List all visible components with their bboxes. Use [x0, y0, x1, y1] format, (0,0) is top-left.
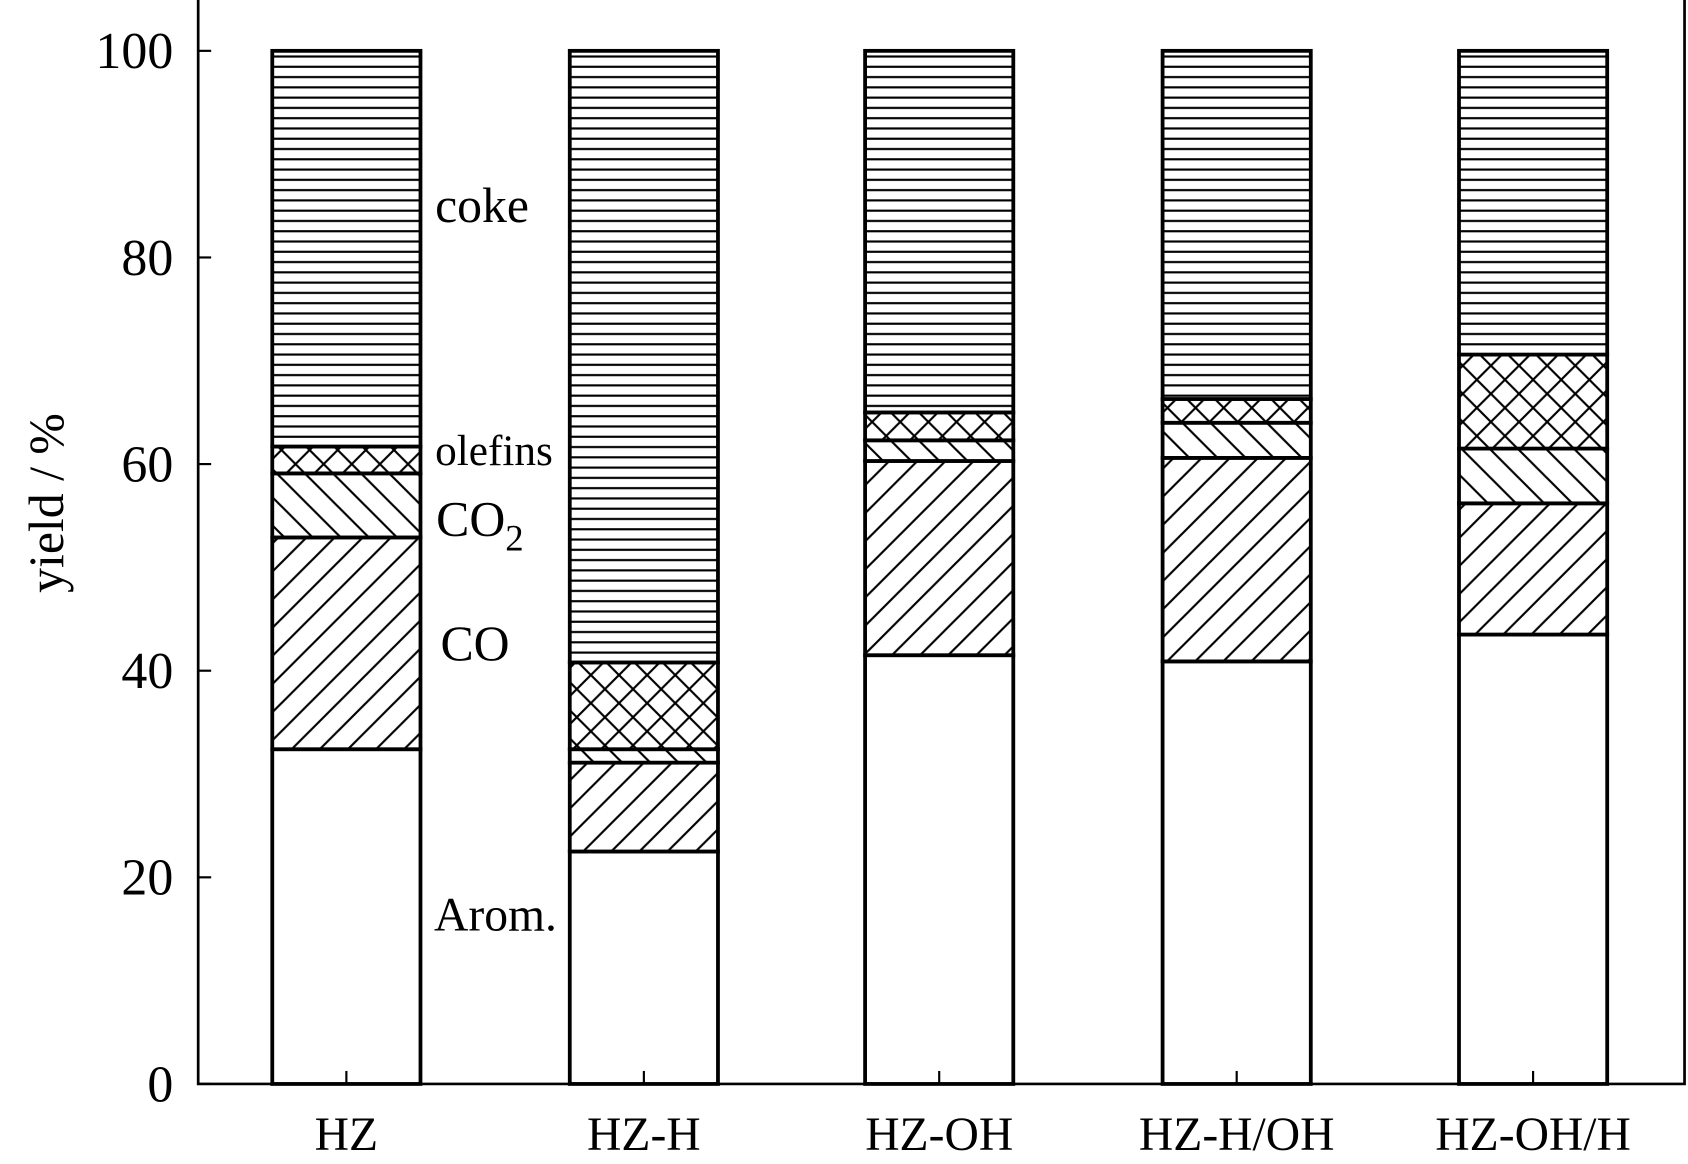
annotation-co2: CO2 — [436, 491, 524, 558]
bar-segment-coke-4 — [1457, 48, 1610, 357]
bar-segment-olefins-0 — [270, 444, 423, 476]
annotation-coke: coke — [435, 178, 529, 233]
bars-layer — [270, 48, 1610, 1086]
y-tick-label-4: 80 — [121, 230, 173, 287]
bar-segment-co2-4 — [1457, 446, 1610, 506]
bar-segment-co-3 — [1160, 455, 1313, 664]
bar-segment-olefins-3 — [1160, 397, 1313, 425]
annotation-arom: Arom. — [434, 889, 557, 941]
bar-segment-co2-1 — [567, 747, 720, 765]
bar-segment-arom-1 — [567, 849, 720, 1086]
bar-segment-co-1 — [567, 760, 720, 854]
bar-segment-olefins-2 — [863, 410, 1016, 443]
bar-segment-olefins-1 — [567, 660, 720, 752]
y-tick-label-3: 60 — [121, 436, 173, 493]
bar-segment-arom-2 — [863, 653, 1016, 1086]
bar-segment-co-0 — [270, 535, 423, 752]
bar-segment-co2-2 — [863, 438, 1016, 463]
x-tick-label-4: HZ-OH/H — [1435, 1109, 1631, 1161]
y-tick-label-0: 0 — [147, 1056, 173, 1113]
bar-segment-co2-0 — [270, 471, 423, 540]
y-tick-label-2: 40 — [121, 643, 173, 700]
bar-segment-coke-3 — [1160, 48, 1313, 401]
axes-frame — [196, 0, 1686, 1086]
bar-segment-arom-4 — [1457, 632, 1610, 1086]
x-tick-label-3: HZ-H/OH — [1139, 1109, 1335, 1161]
bar-segment-olefins-4 — [1457, 352, 1610, 451]
y-tick-label-5: 100 — [95, 23, 173, 80]
annotation-co: CO — [440, 616, 509, 671]
y-tick-label-1: 20 — [121, 850, 173, 907]
bar-segment-arom-0 — [270, 747, 423, 1086]
bar-segment-coke-1 — [567, 48, 720, 665]
x-tick-label-2: HZ-OH — [865, 1109, 1013, 1161]
annotation-olefins: olefins — [435, 427, 553, 475]
axes-layer — [196, 0, 1686, 1086]
bar-segment-co-4 — [1457, 501, 1610, 637]
bar-segment-co2-3 — [1160, 420, 1313, 460]
x-tick-label-1: HZ-H — [587, 1109, 701, 1161]
bar-segment-coke-2 — [863, 48, 1016, 415]
bar-segment-co-2 — [863, 459, 1016, 658]
bar-segment-arom-3 — [1160, 659, 1313, 1086]
bar-segment-coke-0 — [270, 48, 423, 449]
x-tick-label-0: HZ — [315, 1109, 378, 1161]
labels-layer: yield / % HZ HZ-H HZ-OH HZ-H/OH HZ-OH/H 0 20 40… — [19, 23, 1631, 1161]
y-axis-label: yield / % — [19, 413, 74, 593]
